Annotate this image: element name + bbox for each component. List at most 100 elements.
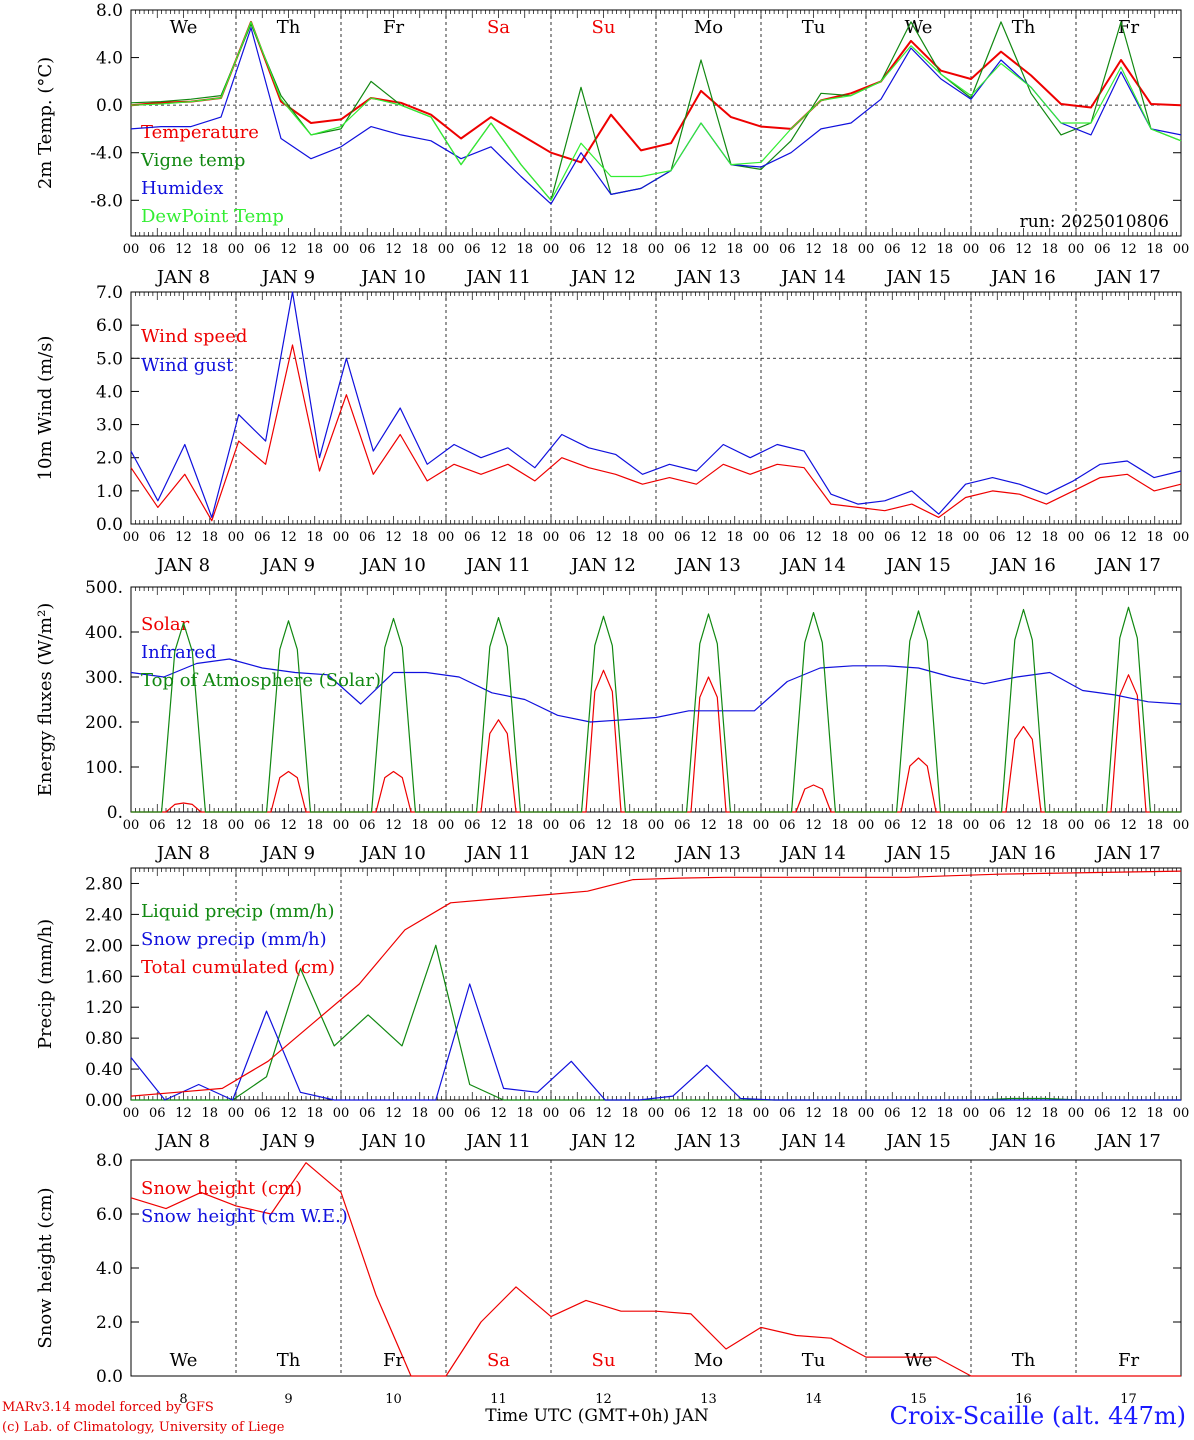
legend-snow-precip-mm-h: Snow precip (mm/h) (141, 929, 327, 950)
x-hour-label: 12 (910, 530, 927, 545)
x-hour-label: 12 (385, 242, 402, 257)
x-hour-label: 18 (411, 242, 428, 257)
x-hour-label: 00 (438, 1106, 455, 1121)
x-hour-label: 06 (254, 1106, 271, 1121)
x-day-label: JAN 17 (1094, 555, 1161, 576)
x-hour-label: 06 (359, 530, 376, 545)
x-hour-label: 06 (1094, 242, 1111, 257)
x-day-label: JAN 12 (569, 267, 636, 288)
y-tick-label: 200. (85, 713, 123, 733)
x-hour-label: 06 (149, 530, 166, 545)
x-hour-label: 06 (464, 242, 481, 257)
legend-snow-height-cm: Snow height (cm) (141, 1178, 302, 1199)
series-infrared (130, 658, 1182, 723)
x-hour-label: 00 (753, 530, 770, 545)
x-hour-label: 12 (1015, 530, 1032, 545)
y-axis-title: 2m Temp. (°C) (35, 57, 56, 189)
weekday-label: Tu (802, 17, 826, 38)
x-hour-label: 18 (621, 818, 638, 833)
x-hour-label: 06 (464, 818, 481, 833)
x-hour-label: 12 (490, 1106, 507, 1121)
x-hour-label: 12 (1120, 1106, 1137, 1121)
x-day-label: JAN 12 (569, 1131, 636, 1152)
x-hour-label: 00 (438, 242, 455, 257)
x-hour-label: 12 (595, 818, 612, 833)
x-hour-label: 18 (1041, 818, 1058, 833)
x-hour-label: 06 (989, 818, 1006, 833)
x-hour-label: 18 (1041, 530, 1058, 545)
x-hour-label: 12 (280, 530, 297, 545)
weekday-label: We (170, 17, 198, 38)
y-tick-label: 0.0 (96, 1367, 123, 1387)
x-hour-label: 12 (1120, 818, 1137, 833)
x-hour-label: 18 (726, 242, 743, 257)
x-hour-label: 00 (123, 242, 140, 257)
x-day-label: JAN 13 (674, 555, 741, 576)
series-wind-speed (130, 344, 1182, 522)
x-hour-label: 06 (149, 1106, 166, 1121)
x-day-label: JAN 10 (359, 843, 426, 864)
x-hour-label: 12 (490, 530, 507, 545)
x-hour-label: 00 (753, 242, 770, 257)
x-hour-label: 00 (333, 242, 350, 257)
x-hour-label: 06 (464, 1106, 481, 1121)
x-hour-label: 12 (175, 242, 192, 257)
x-hour-label: 18 (831, 1106, 848, 1121)
y-tick-label: 1.60 (85, 967, 123, 987)
x-hour-label: 12 (700, 530, 717, 545)
x-hour-label: 06 (1094, 1106, 1111, 1121)
x-hour-label: 00 (648, 530, 665, 545)
legend-wind-speed: Wind speed (141, 326, 247, 347)
x-day-label: JAN 10 (359, 1131, 426, 1152)
x-hour-label: 00 (648, 242, 665, 257)
x-day-number: 15 (910, 1392, 927, 1407)
x-hour-label: 12 (910, 1106, 927, 1121)
x-hour-label: 00 (753, 1106, 770, 1121)
x-day-label: JAN 8 (155, 843, 210, 864)
x-hour-label: 12 (910, 242, 927, 257)
y-tick-label: 1.20 (85, 998, 123, 1018)
x-hour-label: 12 (175, 1106, 192, 1121)
x-hour-label: 18 (411, 1106, 428, 1121)
x-hour-label: 06 (674, 1106, 691, 1121)
weekday-label: Fr (1118, 17, 1139, 38)
weekday-label: We (170, 1350, 198, 1371)
x-hour-label: 12 (805, 818, 822, 833)
x-hour-label: 06 (884, 530, 901, 545)
x-day-number: 8 (179, 1392, 187, 1407)
x-day-label: JAN 11 (464, 555, 531, 576)
x-hour-label: 06 (359, 1106, 376, 1121)
x-day-label: JAN 16 (989, 555, 1056, 576)
x-hour-label: 06 (569, 818, 586, 833)
y-tick-label: 500. (85, 578, 123, 598)
x-hour-label: 18 (201, 242, 218, 257)
x-hour-label: 06 (1094, 530, 1111, 545)
x-day-label: JAN 11 (464, 1131, 531, 1152)
x-hour-label: 12 (700, 242, 717, 257)
y-tick-label: 1.0 (96, 482, 123, 502)
x-day-label: JAN 16 (989, 267, 1056, 288)
x-hour-label: 00 (123, 530, 140, 545)
x-day-label: JAN 13 (674, 1131, 741, 1152)
x-day-number: 16 (1015, 1392, 1032, 1407)
weekday-label: Mo (694, 17, 723, 38)
x-hour-label: 12 (1120, 530, 1137, 545)
x-hour-label: 00 (963, 818, 980, 833)
x-hour-label: 12 (595, 242, 612, 257)
run-label: run: 2025010806 (1020, 212, 1169, 232)
x-hour-label: 00 (333, 1106, 350, 1121)
legend-temperature: Temperature (141, 122, 259, 143)
x-hour-label: 00 (1068, 530, 1085, 545)
series-top-of-atmosphere-solar (131, 606, 1181, 813)
weekday-label: Th (277, 1350, 301, 1371)
x-hour-label: 12 (1015, 242, 1032, 257)
x-hour-label: 06 (359, 242, 376, 257)
y-tick-label: 300. (85, 668, 123, 688)
x-day-label: JAN 13 (674, 843, 741, 864)
x-day-number: 14 (805, 1392, 822, 1407)
legend-dewpoint-temp: DewPoint Temp (141, 206, 284, 227)
x-hour-label: 12 (385, 1106, 402, 1121)
x-hour-label: 06 (779, 242, 796, 257)
x-hour-label: 00 (858, 818, 875, 833)
